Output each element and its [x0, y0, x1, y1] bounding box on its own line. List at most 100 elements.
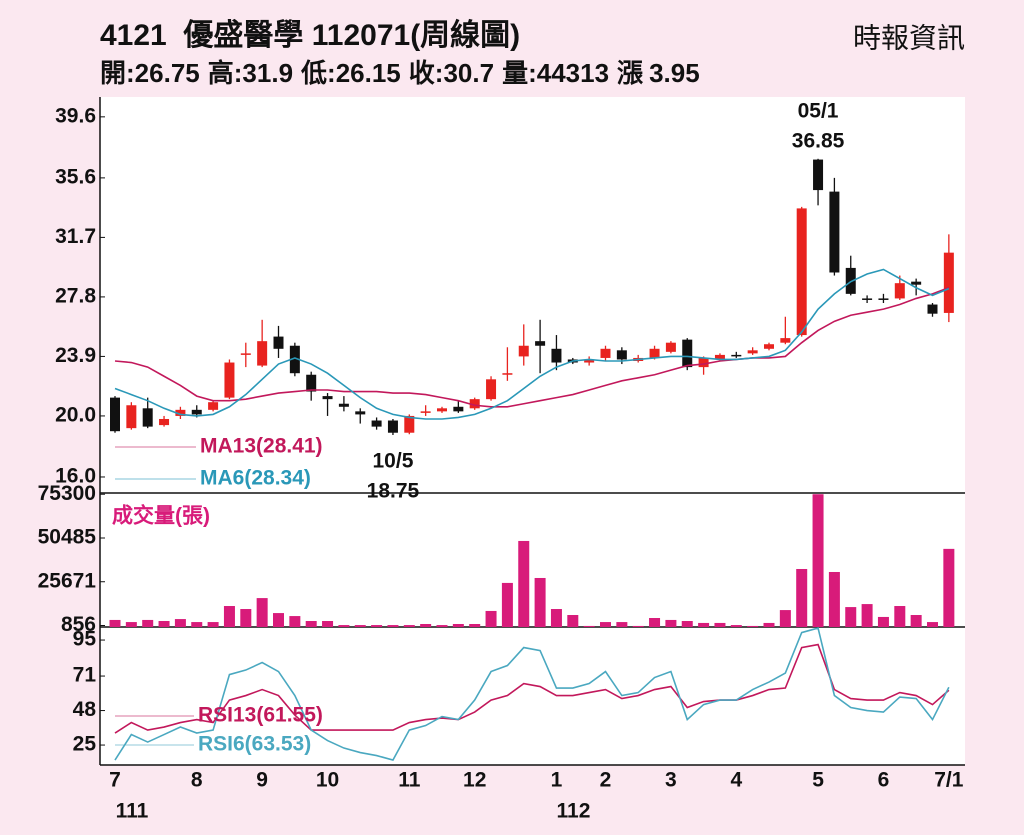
line-series — [114, 627, 950, 761]
bar — [109, 619, 121, 627]
candle-body — [289, 345, 300, 374]
x-tick-label: 6 — [878, 769, 890, 792]
x-tick-label: 12 — [463, 769, 486, 792]
y-tick-label: 35.6 — [55, 165, 96, 188]
annotation-date: 05/1 — [798, 99, 839, 122]
annotation-date: 10/5 — [373, 450, 414, 473]
x-tick-label: 7/1 — [934, 769, 964, 792]
candle-body — [404, 415, 415, 433]
bar — [436, 625, 448, 627]
x-tick-label: 7 — [109, 769, 121, 792]
quote-label: 高: — [208, 58, 243, 88]
bar — [796, 568, 808, 627]
x-tick-label: 10 — [316, 769, 339, 792]
candle-body — [927, 304, 938, 314]
bar — [158, 621, 170, 627]
candle-body — [355, 411, 366, 415]
y-tick-label: 71 — [73, 664, 97, 687]
candle-body — [796, 208, 807, 336]
candle-body — [518, 345, 529, 357]
bar — [894, 606, 906, 627]
candle-body — [502, 373, 513, 375]
legend-label: MA13(28.41) — [200, 435, 323, 458]
candle-body — [682, 339, 693, 368]
quote-label: 漲 — [617, 58, 644, 88]
bar — [812, 494, 824, 627]
x-tick-label: 2 — [600, 769, 612, 792]
quote-value: 26.15 — [336, 58, 401, 88]
x-year-label: 112 — [557, 800, 591, 823]
panel — [110, 158, 954, 436]
candle-body — [240, 353, 251, 355]
bar — [730, 625, 742, 627]
quote-label: 低: — [300, 58, 336, 88]
quote-value: 3.95 — [649, 58, 700, 88]
bar — [240, 609, 252, 627]
candle-body — [469, 399, 480, 409]
bar — [665, 619, 677, 627]
source: 時報資訊 — [853, 22, 965, 53]
y-tick-label: 25 — [73, 733, 97, 756]
candle-body — [175, 409, 186, 416]
bar — [698, 622, 710, 627]
bar — [305, 621, 317, 627]
y-tick-label: 75300 — [38, 482, 96, 505]
bar — [125, 622, 137, 627]
candle-body — [878, 298, 889, 300]
candle-body — [764, 344, 774, 349]
legend-label: RSI6(63.53) — [198, 733, 311, 756]
bar — [927, 622, 938, 627]
bar — [550, 609, 562, 627]
candle-body — [649, 348, 660, 358]
bar — [142, 619, 154, 627]
candle-body — [338, 403, 349, 407]
line-series — [114, 286, 950, 408]
y-tick-label: 16.0 — [55, 465, 96, 488]
bar — [289, 616, 301, 627]
bar — [223, 606, 235, 627]
candle-body — [584, 359, 595, 363]
bar — [877, 616, 889, 627]
bar — [747, 625, 759, 627]
candle-body — [142, 408, 153, 427]
bar — [600, 622, 611, 627]
candle-body — [437, 408, 447, 412]
bar — [387, 625, 399, 627]
panel — [114, 627, 950, 761]
bar — [583, 625, 595, 627]
bar — [649, 618, 661, 627]
bar — [469, 624, 481, 627]
candle-body — [110, 397, 120, 432]
candle-body — [486, 379, 497, 400]
bar — [403, 625, 415, 627]
bar — [485, 610, 497, 627]
y-tick-label: 20.0 — [55, 403, 96, 426]
bar — [943, 548, 955, 627]
bar — [322, 621, 334, 627]
line-series — [114, 268, 950, 420]
annotation-value: 18.75 — [367, 480, 420, 503]
bar — [501, 582, 513, 627]
bar — [338, 625, 350, 627]
x-tick-label: 8 — [191, 769, 203, 792]
bar — [845, 607, 857, 627]
candle-body — [535, 341, 546, 346]
bar — [174, 619, 186, 627]
bar — [371, 625, 383, 627]
legend-label: MA6(28.34) — [200, 467, 311, 490]
candle-body — [306, 374, 317, 392]
candle-body — [829, 191, 840, 273]
bar — [779, 610, 791, 627]
quote-label: 收: — [409, 58, 444, 88]
x-tick-label: 11 — [398, 769, 421, 792]
legend-label: RSI13(61.55) — [198, 704, 323, 727]
candle-body — [813, 159, 824, 191]
quote-value: 26.75 — [135, 58, 200, 88]
candle-body — [862, 298, 873, 300]
bar — [420, 624, 432, 627]
quote-label: 量: — [502, 58, 537, 88]
candle-body — [747, 350, 758, 354]
bar — [452, 624, 464, 627]
quote-value: 30.7 — [443, 58, 494, 88]
